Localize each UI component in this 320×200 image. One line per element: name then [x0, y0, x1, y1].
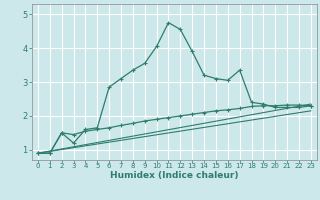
- X-axis label: Humidex (Indice chaleur): Humidex (Indice chaleur): [110, 171, 239, 180]
